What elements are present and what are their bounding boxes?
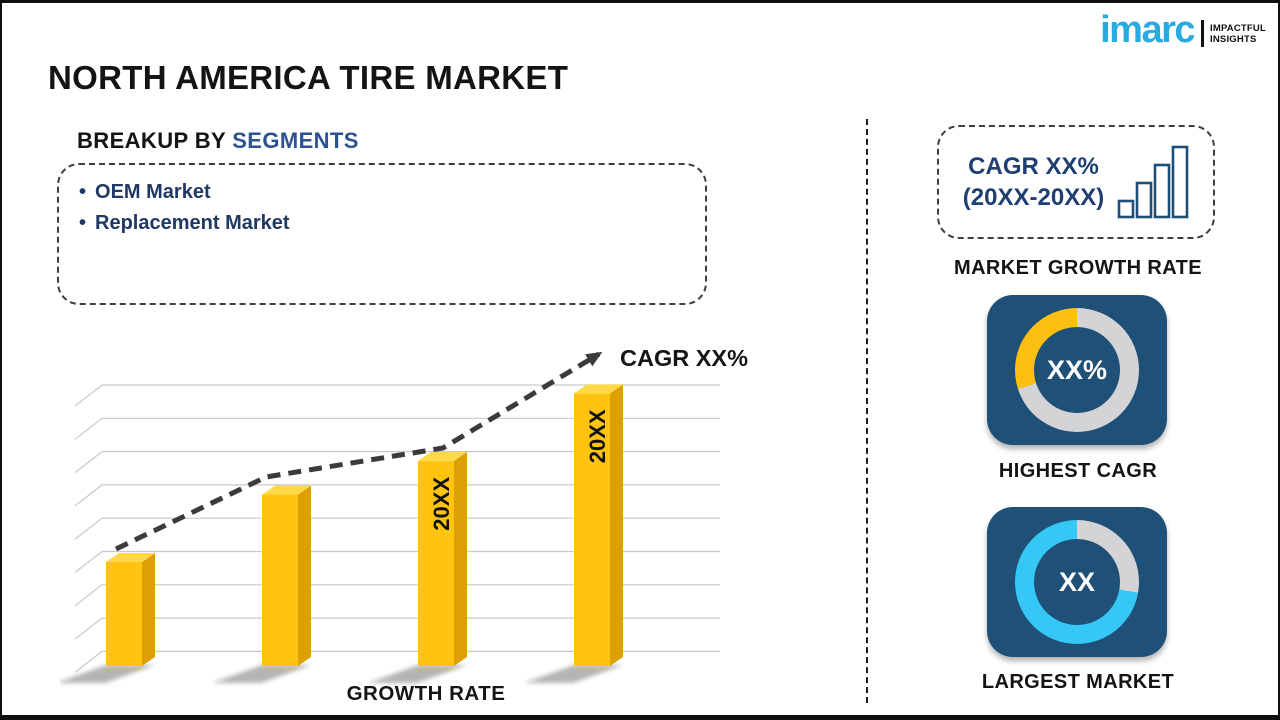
logo-tagline-line1: IMPACTFUL bbox=[1210, 22, 1266, 34]
chart-bar bbox=[262, 494, 298, 666]
logo-tagline: IMPACTFUL INSIGHTS bbox=[1210, 23, 1266, 45]
segments-heading-highlight: SEGMENTS bbox=[232, 128, 359, 153]
segments-box: • OEM Market • Replacement Market bbox=[57, 163, 707, 305]
bullet-icon: • bbox=[79, 212, 87, 234]
segments-heading-prefix: BREAKUP BY bbox=[77, 128, 233, 153]
chart-bar bbox=[574, 393, 610, 666]
highest-cagr-tile: XX% bbox=[987, 295, 1167, 445]
bar-shadow bbox=[524, 665, 623, 683]
largest-market-caption: LARGEST MARKET bbox=[981, 671, 1175, 693]
x-axis-label: GROWTH RATE bbox=[347, 682, 506, 705]
section-divider bbox=[866, 119, 868, 703]
segment-label: Replacement Market bbox=[95, 212, 290, 234]
largest-market-value: XX bbox=[1058, 566, 1096, 597]
market-growth-rate-box: CAGR XX% (20XX-20XX) bbox=[937, 125, 1215, 239]
trend-label: CAGR XX% bbox=[620, 345, 748, 371]
chart-bar-side bbox=[454, 451, 467, 666]
highest-cagr-value: XX% bbox=[1046, 354, 1108, 385]
segments-heading: BREAKUP BY SEGMENTS bbox=[77, 128, 359, 154]
chart-bar-top bbox=[418, 451, 467, 461]
largest-market-tile: XX bbox=[987, 507, 1167, 657]
segment-label: OEM Market bbox=[95, 181, 211, 203]
chart-bar bbox=[106, 562, 142, 666]
chart-bars: 20XX 20XX bbox=[106, 384, 623, 666]
cagr-line1: CAGR XX% bbox=[968, 153, 1099, 180]
donut-hole bbox=[1034, 327, 1120, 413]
segments-list: • OEM Market • Replacement Market bbox=[79, 177, 685, 239]
bar-shadow bbox=[368, 665, 467, 683]
list-item: • Replacement Market bbox=[79, 208, 685, 239]
bar-label: 20XX bbox=[585, 409, 610, 463]
highest-cagr-donut: XX% bbox=[1015, 308, 1139, 432]
trend-arrow bbox=[114, 351, 603, 552]
chart-bar-top bbox=[106, 553, 155, 563]
chart-bar-side bbox=[142, 553, 155, 666]
page-title: NORTH AMERICA TIRE MARKET bbox=[48, 59, 569, 96]
cagr-text: CAGR XX% (20XX-20XX) bbox=[963, 151, 1104, 213]
donut-hole bbox=[1034, 539, 1120, 625]
chart-bar-top bbox=[574, 384, 623, 394]
imarc-logo-wordmark: imarc bbox=[1100, 9, 1195, 51]
list-item: • OEM Market bbox=[79, 177, 685, 208]
highest-cagr-caption: HIGHEST CAGR bbox=[998, 460, 1158, 482]
imarc-logo: imarc IMPACTFUL INSIGHTS bbox=[1100, 11, 1266, 49]
largest-market-donut: XX bbox=[1015, 520, 1139, 644]
growth-rate-chart: 20XX 20XX CAGR XX% GROWTH RATE bbox=[60, 345, 748, 705]
chart-bar bbox=[418, 460, 454, 666]
market-growth-rate-caption: MARKET GROWTH RATE bbox=[954, 257, 1202, 279]
bar-shadow bbox=[60, 665, 155, 683]
chart-bar-side bbox=[610, 384, 623, 666]
chart-bar-side bbox=[298, 485, 311, 666]
bar-shadow bbox=[212, 665, 311, 683]
chart-grid bbox=[74, 384, 720, 673]
bar-chart-icon bbox=[1117, 145, 1189, 219]
bullet-icon: • bbox=[79, 181, 87, 203]
bar-label: 20XX bbox=[429, 477, 454, 531]
cagr-line2: (20XX-20XX) bbox=[962, 184, 1105, 211]
logo-divider bbox=[1201, 19, 1205, 47]
chart-bar-top bbox=[262, 485, 311, 495]
logo-tagline-line2: INSIGHTS bbox=[1210, 33, 1257, 45]
bar-shadows bbox=[60, 665, 623, 683]
